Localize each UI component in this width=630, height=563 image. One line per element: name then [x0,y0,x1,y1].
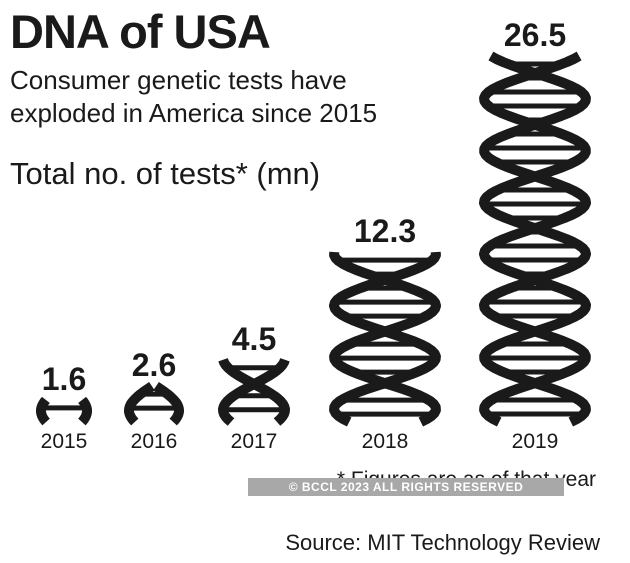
helix-bar-2016 [124,381,184,426]
helix-strand [329,250,441,427]
subtitle-line-1: Consumer genetic tests have [10,65,347,95]
value-label-2019: 26.5 [504,17,566,53]
category-label-2019: 2019 [512,430,559,453]
helix-strand [124,381,155,426]
metric-label: Total no. of tests* (mn) [10,156,321,191]
category-label-2017: 2017 [231,430,278,453]
value-label-2018: 12.3 [354,213,416,249]
dna-helix-chart: 1.6 2015 2.6 2016 4.5 2017 12.3 2018 26.5 2019 [36,17,591,453]
value-label-2016: 2.6 [132,347,176,383]
subtitle-line-2: exploded in America since 2015 [10,98,378,128]
source-note: Source: MIT Technology Review [285,530,600,555]
category-label-2016: 2016 [131,430,178,453]
chart-title: DNA of USA [10,5,271,58]
helix-bar-2019 [479,51,591,427]
helix-strand [77,395,92,427]
value-label-2015: 1.6 [42,361,86,397]
helix-bar-2017 [218,357,290,426]
helix-strand [479,51,591,427]
helix-strand [218,357,290,426]
helix-strand [479,51,591,427]
category-label-2018: 2018 [362,430,409,453]
category-label-2015: 2015 [41,430,88,453]
chart-subtitle: Consumer genetic tests have exploded in … [10,64,377,130]
helix-bar-2018 [329,250,441,427]
helix-strand [218,357,290,426]
helix-strand [153,381,184,426]
helix-bar-2015 [36,395,92,427]
value-label-2017: 4.5 [232,321,276,357]
copyright-watermark: © BCCL 2023 ALL RIGHTS RESERVED [248,478,564,496]
helix-strand [36,395,51,427]
